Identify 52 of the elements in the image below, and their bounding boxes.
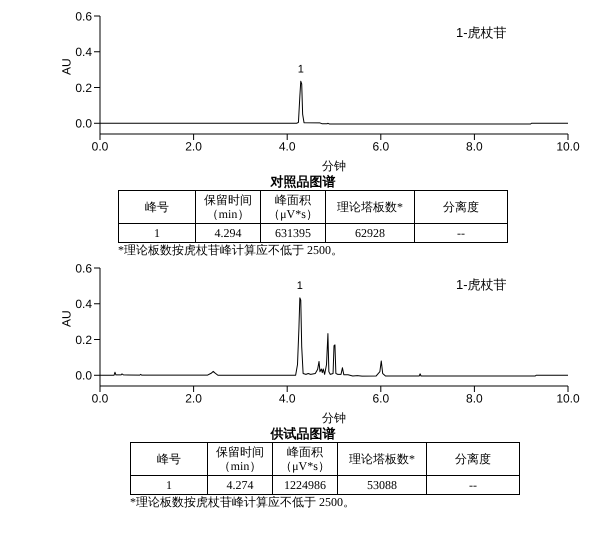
text: 理论塔板数* [338,442,426,476]
y-tick-label: 0.4 [75,297,92,312]
x-tick-label: 2.0 [185,140,202,154]
text: 53088 [338,476,426,494]
x-tick-label: 2.0 [185,392,202,406]
annotation: 1 [298,63,304,76]
text: *理论板数按虎杖苷峰计算应不低于 2500。 [118,243,344,258]
text: *理论板数按虎杖苷峰计算应不低于 2500。 [130,495,356,510]
y-tick-label: 0.2 [75,80,92,95]
text: 供试品图谱 [269,426,336,442]
x-tick-label: 4.0 [278,140,296,154]
text: 62928 [326,224,414,242]
y-axis-title: AU [59,310,74,327]
text: 分离度 [426,442,520,476]
annotation: 1-虎杖苷 [456,276,507,294]
annotation: 1-虎杖苷 [456,24,507,42]
y-tick-label: 0.6 [75,9,92,24]
text: 峰面积（μV*s） [272,442,338,476]
x-tick-label: 10.0 [556,392,580,406]
y-tick-label: 0.0 [75,116,92,131]
text: 4.294 [196,224,260,242]
text: 1 [130,476,208,494]
y-tick-label: 0.4 [75,45,92,60]
x-tick-label: 10.0 [556,140,580,154]
x-tick-label: 0.0 [92,392,109,406]
text: 峰号 [118,190,196,224]
text: 峰号 [130,442,208,476]
text: 631395 [260,224,326,242]
text: 1224986 [272,476,338,494]
text: 保留时间（min） [196,190,260,224]
text: 4.274 [208,476,272,494]
y-tick-label: 0.6 [75,261,92,276]
text: 保留时间（min） [208,442,272,476]
y-axis-title: AU [59,58,74,75]
x-tick-label: 8.0 [466,140,484,154]
text: 对照品图谱 [269,174,336,190]
x-axis-title: 分钟 [322,159,346,173]
text: -- [414,224,508,242]
x-tick-label: 6.0 [372,392,390,406]
x-tick-label: 4.0 [278,392,296,406]
y-tick-label: 0.0 [75,368,92,383]
annotation: 1 [296,280,303,292]
x-axis-title: 分钟 [322,411,346,425]
text: 1 [118,224,196,242]
text: -- [426,476,520,494]
x-tick-label: 8.0 [466,392,484,406]
text: 峰面积（μV*s） [260,190,326,224]
x-tick-label: 0.0 [92,140,109,154]
y-tick-label: 0.2 [75,332,92,347]
text: 分离度 [414,190,508,224]
x-tick-label: 6.0 [372,140,390,154]
text: 理论塔板数* [326,190,414,224]
